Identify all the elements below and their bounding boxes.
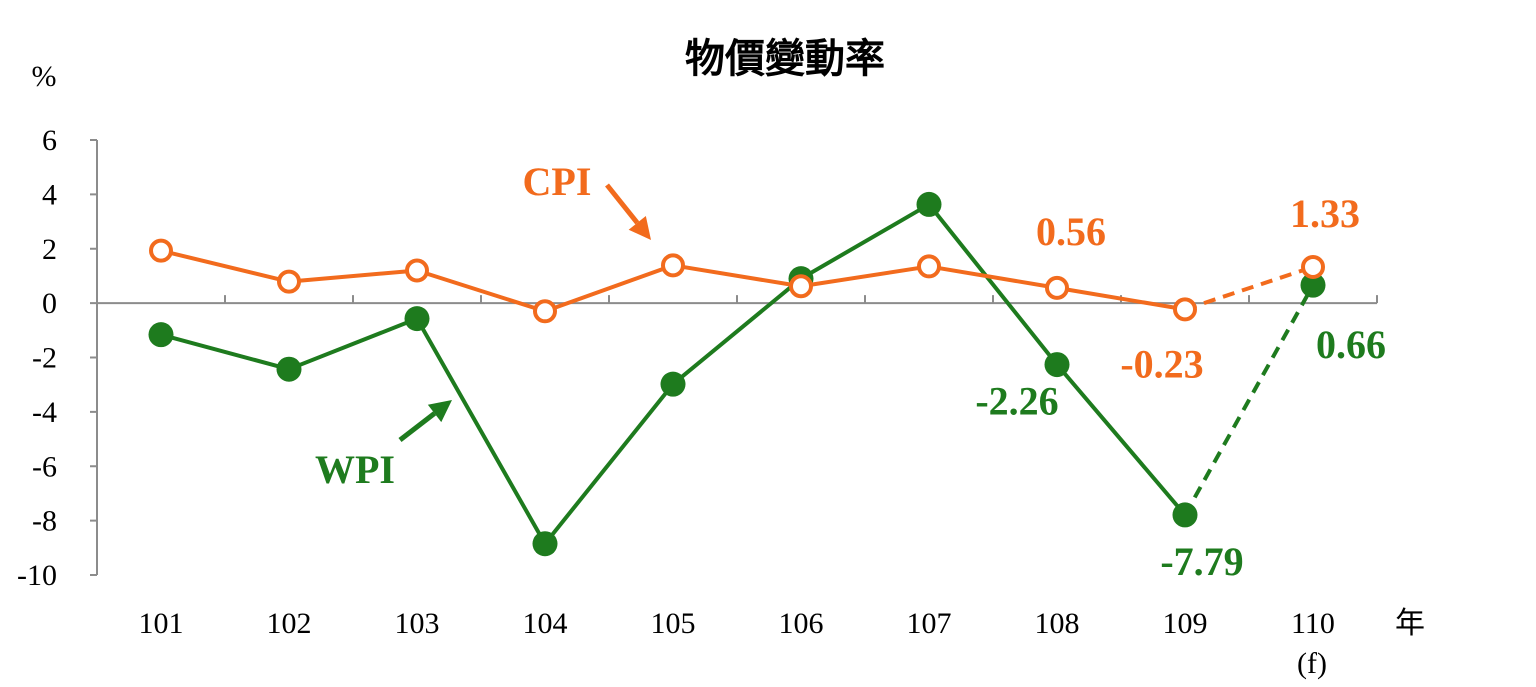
y-tick-label: -8 [32,505,57,538]
wpi-arrow [398,400,452,442]
wpi-point [532,531,558,557]
y-tick-label: -2 [32,342,57,375]
wpi-legend-label: WPI [315,447,395,492]
chart-title: 物價變動率 [685,35,885,82]
x-tick-label: 104 [523,607,568,640]
cpi-arrow [605,183,651,240]
cpi-data-label: 1.33 [1290,191,1360,236]
x-tick-label: 105 [651,607,696,640]
wpi-forecast-line [1183,284,1315,516]
y-tick-label: 0 [42,287,57,320]
wpi-data-label: -2.26 [975,379,1058,424]
wpi-point [404,306,430,332]
wpi-point [660,371,686,397]
x-tick-label: 106 [779,607,824,640]
cpi-forecast-line [1184,265,1314,312]
y-tick-label: 2 [42,233,57,266]
y-axis-unit: % [32,60,57,93]
wpi-arrow-head [427,400,452,423]
series-layer [148,191,1326,557]
wpi-series [148,191,1326,557]
wpi-point [276,356,302,382]
cpi-point [405,258,429,283]
cpi-legend-label: CPI [523,159,592,204]
wpi-point [1300,272,1326,298]
cpi-point [277,269,301,294]
x-tick-label: 110 [1291,607,1335,640]
x-tick-label: 109 [1163,607,1208,640]
forecast-note: (f) [1297,647,1327,680]
cpi-data-label: -0.23 [1120,341,1203,386]
cpi-point [1045,275,1069,300]
y-tick-label: -6 [32,450,57,483]
cpi-point [533,299,557,324]
x-tick-label: 107 [907,607,952,640]
y-tick-label: -10 [17,559,57,592]
cpi-point [1301,254,1325,279]
cpi-point [789,274,813,299]
cpi-series [149,238,1325,324]
cpi-point [917,254,941,279]
annotation-layer: 0.56 -0.23 1.33 -2.26 -7.79 0.66 CPI WPI [315,159,1386,584]
axes: 6 4 2 0 -2 -4 -6 -8 -10 101 102 103 104 105 106 107 108 1… [17,124,1378,640]
x-tick-label: 108 [1035,607,1080,640]
wpi-point [1172,502,1198,528]
cpi-arrow-head [628,215,651,240]
y-tick-label: 6 [42,124,57,157]
y-tick-label: -4 [32,396,57,429]
wpi-point [148,322,174,348]
cpi-arrow-shaft [605,183,640,225]
y-tick-label: 4 [42,178,57,211]
x-tick-label: 101 [139,607,184,640]
wpi-data-label: 0.66 [1316,322,1386,367]
x-axis-unit: 年 [1395,607,1425,640]
x-tick-label: 103 [395,607,440,640]
wpi-point [916,191,942,217]
cpi-point [661,253,685,278]
wpi-arrow-shaft [398,411,437,442]
cpi-data-label: 0.56 [1036,209,1106,254]
cpi-point [149,238,173,263]
wpi-point [1044,352,1070,378]
x-tick-label: 102 [267,607,312,640]
cpi-point [1173,297,1197,322]
wpi-data-label: -7.79 [1160,539,1243,584]
